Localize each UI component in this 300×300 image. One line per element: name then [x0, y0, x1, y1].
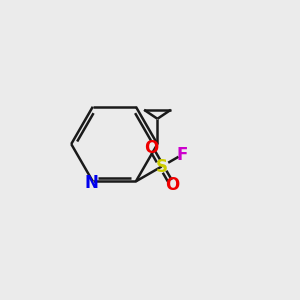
Text: N: N — [84, 174, 98, 192]
Text: O: O — [165, 176, 179, 194]
Text: O: O — [144, 139, 158, 157]
Text: S: S — [156, 158, 168, 175]
Text: F: F — [176, 146, 188, 164]
